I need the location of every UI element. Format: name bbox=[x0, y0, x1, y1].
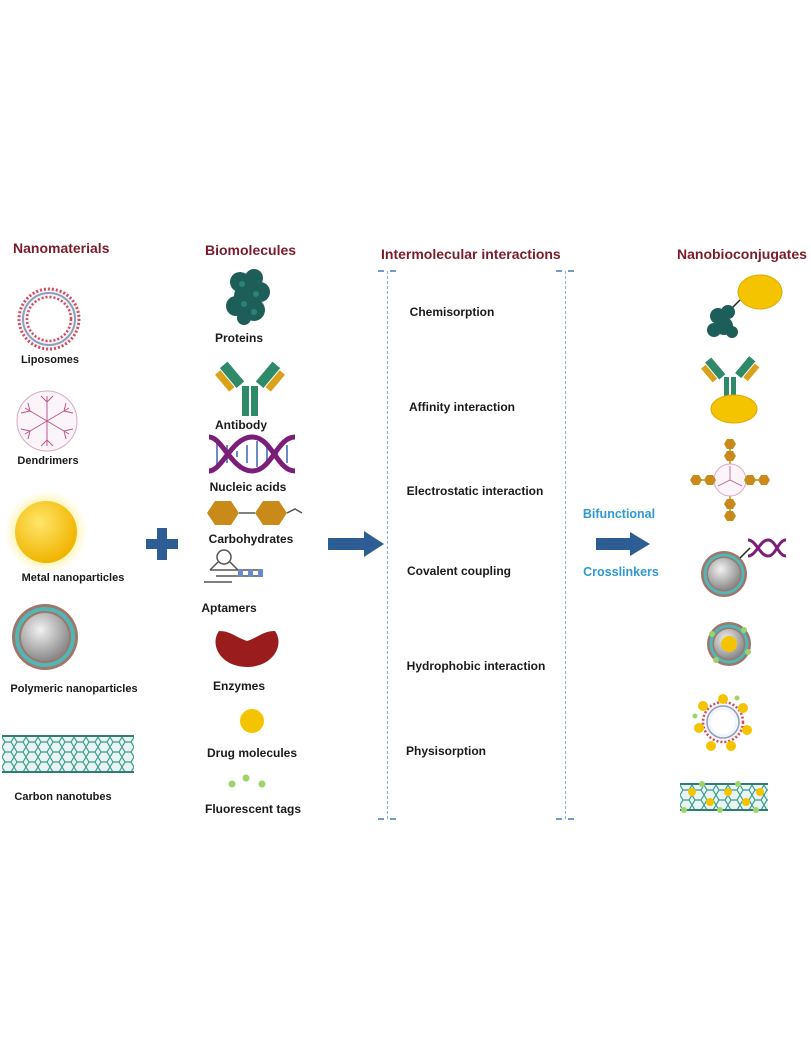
crosslinker-line1: Bifunctional bbox=[583, 507, 655, 521]
interaction-chemisorption: Chemisorption bbox=[410, 305, 495, 319]
header-biomolecules: Biomolecules bbox=[205, 242, 296, 258]
fluorescent-tag-icon bbox=[222, 772, 272, 792]
interaction-electrostatic: Electrostatic interaction bbox=[407, 484, 544, 498]
polymeric-dna-conjugate-icon bbox=[700, 536, 790, 602]
header-nanobioconjugates: Nanobioconjugates bbox=[677, 246, 807, 262]
right-arrow-icon bbox=[596, 532, 650, 556]
label-carbohydrates: Carbohydrates bbox=[209, 532, 294, 546]
antibody-gold-conjugate-icon bbox=[704, 355, 770, 425]
label-dendrimers: Dendrimers bbox=[17, 455, 78, 467]
metal-nanoparticle-icon bbox=[4, 490, 88, 574]
plus-icon bbox=[146, 528, 178, 560]
dendrimer-carbohydrate-conjugate-icon bbox=[690, 436, 770, 524]
nanotube-drug-conjugate-icon bbox=[680, 780, 768, 814]
dna-icon bbox=[207, 433, 297, 475]
header-nanomaterials: Nanomaterials bbox=[13, 240, 109, 256]
protein-icon bbox=[222, 268, 274, 326]
carbohydrate-icon bbox=[203, 499, 303, 527]
bracket-left bbox=[387, 271, 388, 819]
aptamer-icon bbox=[202, 548, 272, 590]
interaction-affinity: Affinity interaction bbox=[409, 400, 515, 414]
label-liposomes: Liposomes bbox=[21, 354, 79, 366]
polymeric-nanoparticle-icon bbox=[10, 602, 80, 672]
interaction-hydrophobic: Hydrophobic interaction bbox=[407, 659, 546, 673]
label-aptamers: Aptamers bbox=[201, 601, 256, 615]
carbon-nanotube-icon bbox=[2, 732, 134, 776]
enzyme-icon bbox=[213, 627, 281, 669]
label-drug-molecules: Drug molecules bbox=[207, 746, 297, 760]
liposome-icon bbox=[14, 284, 84, 354]
right-arrow-icon bbox=[328, 531, 384, 557]
drug-molecule-icon bbox=[238, 707, 266, 735]
liposome-drug-conjugate-icon bbox=[693, 694, 753, 752]
antibody-icon bbox=[218, 358, 282, 418]
header-interactions: Intermolecular interactions bbox=[381, 246, 561, 262]
bracket-right bbox=[565, 271, 566, 819]
interaction-physisorption: Physisorption bbox=[406, 744, 486, 758]
label-fluorescent-tags: Fluorescent tags bbox=[205, 802, 301, 816]
label-nucleic-acids: Nucleic acids bbox=[210, 480, 287, 494]
label-carbon-nanotubes: Carbon nanotubes bbox=[14, 791, 111, 803]
dendrimer-icon bbox=[14, 388, 80, 454]
label-enzymes: Enzymes bbox=[213, 679, 265, 693]
label-metal-nanoparticles: Metal nanoparticles bbox=[22, 572, 125, 584]
label-polymeric-nanoparticles: Polymeric nanoparticles bbox=[10, 683, 137, 695]
label-proteins: Proteins bbox=[215, 331, 263, 345]
interaction-covalent: Covalent coupling bbox=[407, 564, 511, 578]
crosslinker-line2: Crosslinkers bbox=[583, 565, 659, 579]
protein-gold-conjugate-icon bbox=[704, 272, 784, 342]
label-antibody: Antibody bbox=[215, 418, 267, 432]
polymeric-drug-conjugate-icon bbox=[704, 616, 754, 672]
